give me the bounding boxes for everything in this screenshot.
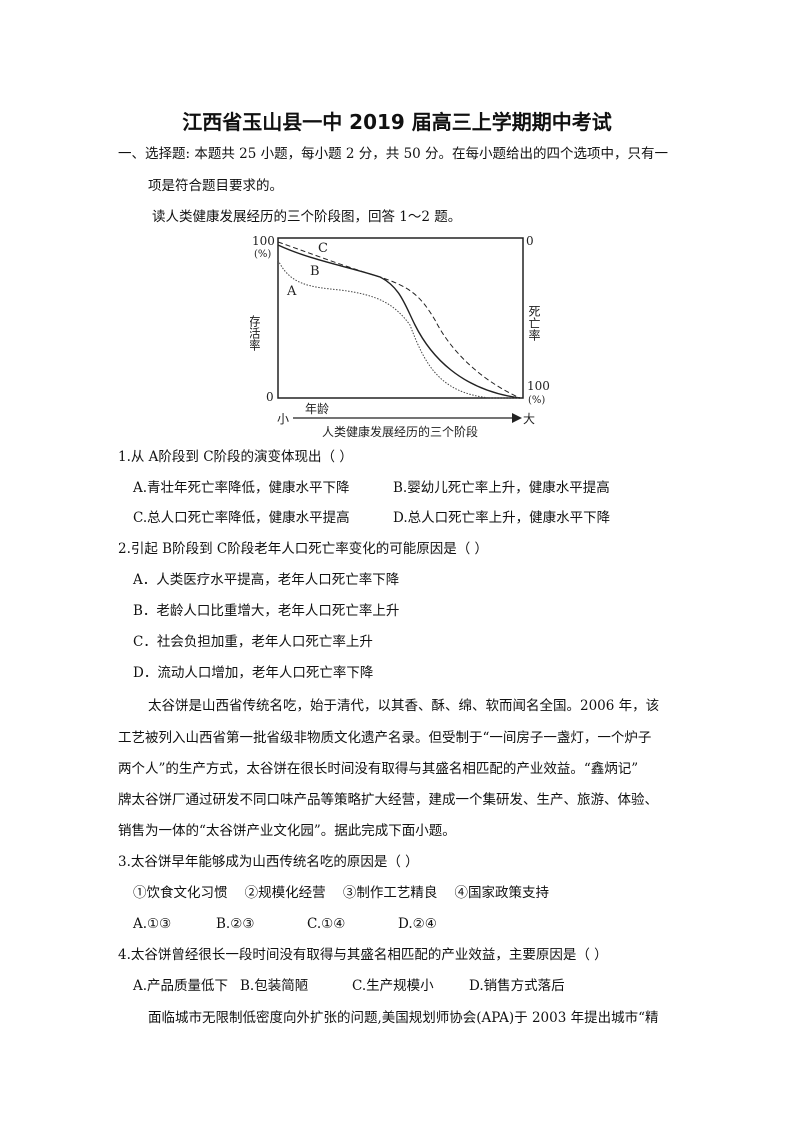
- left-unit: (%): [254, 249, 271, 260]
- q3-option-c: C.①④: [307, 916, 346, 932]
- q1-stem: 1.从 A阶段到 C阶段的演变体现出（ ）: [118, 449, 353, 465]
- passage-line: 牌太谷饼厂通过研发不同口味产品等策略扩大经营，建成一个集研发、生产、旅游、体验、: [118, 792, 658, 808]
- left-top-label: 100: [252, 234, 275, 248]
- passage-line: 销售为一体的“太谷饼产业文化园”。据此完成下面小题。: [118, 823, 456, 839]
- x-small-label: 小: [277, 412, 289, 426]
- left-axis-label: 存活率: [250, 315, 261, 351]
- left-bottom-label: 0: [266, 390, 274, 404]
- q4-option-c: C.生产规模小: [352, 978, 434, 994]
- curve-c: [277, 241, 521, 399]
- curve-a-label: A: [286, 284, 297, 299]
- q2-option-a: A．人类医疗水平提高，老年人口死亡率下降: [133, 572, 400, 588]
- section-heading-cont: 项是符合题目要求的。: [148, 178, 283, 194]
- q4-option-b: B.包装简陋: [240, 978, 309, 994]
- right-unit: (%): [528, 395, 545, 406]
- figure-intro: 读人类健康发展经历的三个阶段图，回答 1～2 题。: [152, 209, 462, 225]
- x-large-label: 大: [523, 412, 535, 426]
- passage-line: 太谷饼是山西省传统名吃，始于清代，以其香、酥、绵、软而闻名全国。2006 年，该: [148, 698, 660, 714]
- passage-line: 工艺被列入山西省第一批省级非物质文化遗产名录。但受制于“一间房子一盏灯，一个炉子: [118, 730, 652, 746]
- passage-line: 两个人”的生产方式，太谷饼在很长时间没有取得与其盛名相匹配的产业效益。“鑫炳记”: [118, 761, 639, 777]
- health-stages-figure: 100 (%) 0 0 100 (%) 存活率 死亡率 C B A 小 年龄 大…: [250, 234, 550, 439]
- q3-option-d: D.②④: [398, 916, 437, 932]
- page-title: 江西省玉山县一中 2019 届高三上学期期中考试: [182, 110, 612, 134]
- q3-option-a: A.①③: [133, 916, 172, 932]
- q3-stem: 3.太谷饼早年能够成为山西传统名吃的原因是（ ）: [118, 854, 419, 870]
- right-bottom-label: 100: [527, 379, 550, 393]
- right-top-label: 0: [526, 234, 534, 248]
- curve-a: [277, 259, 520, 399]
- q2-option-b: B．老龄人口比重增大，老年人口死亡率上升: [133, 603, 400, 619]
- q2-option-c: C．社会负担加重，老年人口死亡率上升: [133, 634, 373, 650]
- q3-option-b: B.②③: [216, 916, 255, 932]
- x-axis-label: 年龄: [305, 402, 329, 416]
- q1-option-c: C.总人口死亡率降低，健康水平提高: [133, 510, 350, 526]
- curve-c-label: C: [318, 241, 328, 256]
- figure-caption: 人类健康发展经历的三个阶段: [322, 424, 478, 439]
- q2-stem: 2.引起 B阶段到 C阶段老年人口死亡率变化的可能原因是（ ）: [118, 541, 489, 557]
- q4-option-d: D.销售方式落后: [469, 978, 565, 994]
- q2-option-d: D．流动人口增加，老年人口死亡率下降: [133, 665, 374, 681]
- arrow-head-icon: [512, 413, 522, 423]
- curve-b: [277, 244, 521, 399]
- plot-frame: [277, 237, 524, 399]
- right-axis-label: 死亡率: [527, 305, 541, 341]
- q3-items: ①饮食文化习惯 ②规模化经营 ③制作工艺精良 ④国家政策支持: [133, 885, 549, 901]
- q4-option-a: A.产品质量低下: [133, 978, 229, 994]
- passage-next: 面临城市无限制低密度向外扩张的问题,美国规划师协会(APA)于 2003 年提出…: [148, 1010, 659, 1026]
- q1-option-d: D.总人口死亡率上升，健康水平下降: [393, 510, 611, 526]
- section-heading: 一、选择题: 本题共 25 小题，每小题 2 分，共 50 分。在每小题给出的四…: [118, 146, 669, 162]
- q1-option-a: A.青壮年死亡率降低，健康水平下降: [133, 480, 350, 496]
- q1-option-b: B.婴幼儿死亡率上升，健康水平提高: [393, 480, 610, 496]
- q4-stem: 4.太谷饼曾经很长一段时间没有取得与其盛名相匹配的产业效益，主要原因是（ ）: [118, 947, 608, 963]
- curve-b-label: B: [310, 264, 320, 279]
